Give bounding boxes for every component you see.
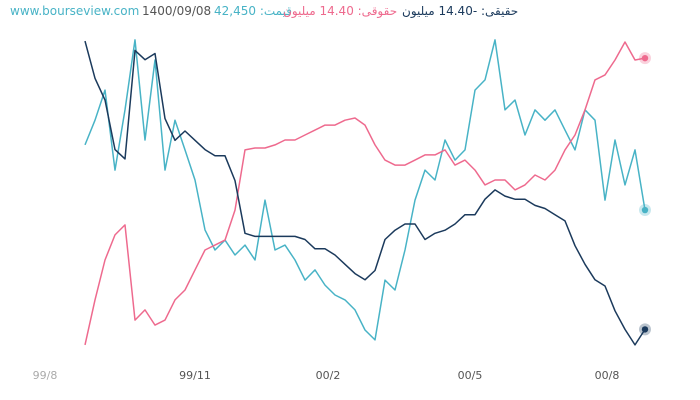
x-tick-label: 99/8 xyxy=(33,369,58,382)
x-tick-label: 00/2 xyxy=(316,369,341,382)
site-link[interactable]: www.bourseview.com xyxy=(10,4,140,18)
series-line xyxy=(84,40,646,346)
end-point xyxy=(641,206,649,214)
end-point xyxy=(641,326,649,333)
series-line xyxy=(84,39,646,341)
price-legend: قیمت: 42,450 xyxy=(214,4,292,18)
x-tick-label: 00/5 xyxy=(458,369,483,382)
x-tick-label: 00/8 xyxy=(595,369,620,382)
end-point xyxy=(641,54,649,62)
date: 1400/09/08 xyxy=(142,4,212,18)
series-line xyxy=(84,41,646,346)
individual-legend: حقیقی: -14.40 میلیون xyxy=(402,4,519,18)
legal-legend: حقوقی: 14.40 میلیون xyxy=(283,4,398,18)
x-tick-label: 99/11 xyxy=(179,369,211,382)
